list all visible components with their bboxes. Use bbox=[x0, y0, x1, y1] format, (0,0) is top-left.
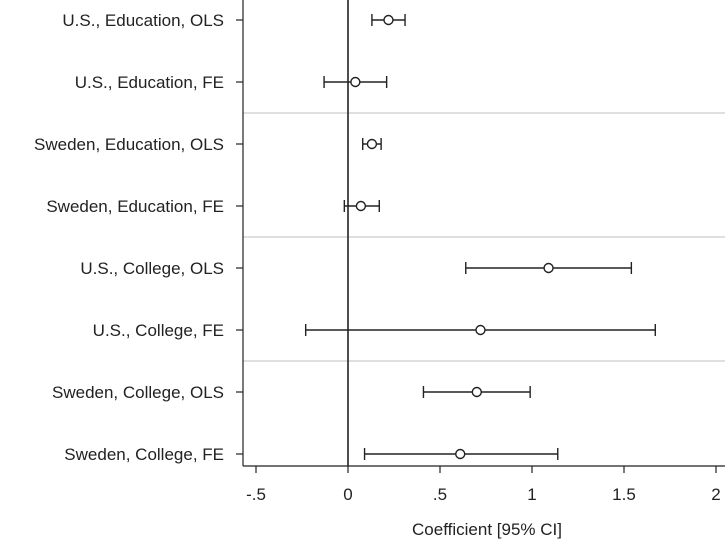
axes bbox=[242, 0, 725, 467]
x-tick-label: -.5 bbox=[246, 485, 266, 504]
x-tick-label: 0 bbox=[343, 485, 352, 504]
category-label: Sweden, Education, OLS bbox=[34, 135, 224, 154]
point-estimate bbox=[543, 262, 554, 274]
category-label: Sweden, College, OLS bbox=[52, 383, 224, 402]
x-tick-label: 2 bbox=[711, 485, 720, 504]
group-separators bbox=[243, 112, 725, 362]
category-label: U.S., College, OLS bbox=[80, 259, 224, 278]
x-ticks: -.5 0 .5 1 1.5 2 bbox=[246, 466, 721, 504]
category-label: U.S., Education, OLS bbox=[62, 11, 224, 30]
point-estimate bbox=[471, 386, 482, 398]
category-label: Sweden, College, FE bbox=[64, 445, 224, 464]
point-estimate bbox=[455, 448, 466, 460]
x-tick-label: .5 bbox=[433, 485, 447, 504]
category-label: U.S., College, FE bbox=[93, 321, 224, 340]
category-label: U.S., Education, FE bbox=[75, 73, 224, 92]
category-labels: U.S., Education, OLS U.S., Education, FE S… bbox=[34, 11, 243, 464]
point-estimate bbox=[366, 138, 378, 150]
x-tick-label: 1.5 bbox=[612, 485, 636, 504]
category-label: Sweden, Education, FE bbox=[46, 197, 224, 216]
x-axis-title: Coefficient [95% CI] bbox=[412, 520, 562, 539]
estimates bbox=[304, 14, 656, 460]
x-tick-label: 1 bbox=[527, 485, 536, 504]
point-estimate bbox=[383, 14, 394, 26]
point-estimate bbox=[355, 200, 367, 212]
point-estimate bbox=[475, 324, 486, 336]
point-estimate bbox=[350, 76, 361, 88]
